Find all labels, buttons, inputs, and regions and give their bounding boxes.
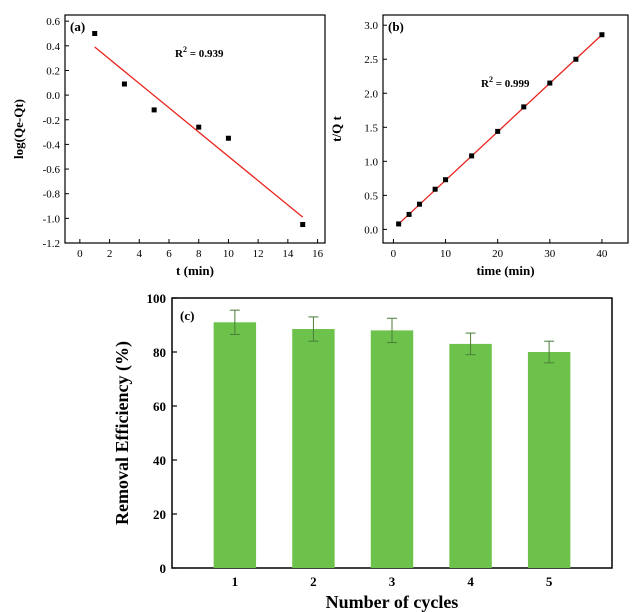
panel-c-y-axis-label: Removal Efficiency (%) (112, 341, 133, 525)
panel-a-kinetics-pseudo-first-order: (a) t (min) log(Qe-Qt) R2 = 0.939 0 2 4 6 8 1… (11, 14, 326, 278)
b-data-point (521, 104, 527, 110)
b-data-point (469, 153, 475, 159)
c-y-tick-label: 60 (153, 399, 166, 414)
c-y-tick-label: 100 (147, 291, 167, 306)
b-y-tick-label: 2.5 (364, 54, 378, 66)
a-fit-line (94, 46, 304, 218)
c-x-tick-label: 5 (546, 574, 553, 589)
b-data-point (599, 32, 605, 38)
c-y-tick-label: 20 (153, 507, 166, 522)
a-data-point (300, 222, 306, 228)
panel-a-r-squared-annotation: R2 = 0.939 (175, 45, 224, 60)
b-x-tick-label: 10 (440, 248, 452, 260)
b-y-tick-label: 0.5 (364, 190, 378, 202)
a-x-tick-label: 8 (196, 248, 202, 260)
a-x-tick-label: 2 (107, 248, 113, 260)
b-x-tick-label: 0 (391, 248, 397, 260)
c-x-tick-label: 3 (389, 574, 396, 589)
b-data-point (432, 186, 438, 192)
a-x-tick-label: 6 (166, 248, 172, 260)
a-y-tick-label: 0.6 (46, 16, 60, 28)
panel-c-recycling-bar-chart: (c) Number of cycles Removal Efficiency … (112, 291, 613, 612)
a-data-point (121, 81, 127, 87)
c-bar (370, 330, 414, 568)
b-x-tick-label: 30 (544, 248, 556, 260)
a-x-tick-label: 16 (312, 248, 324, 260)
panel-b-r-squared-annotation: R2 = 0.999 (481, 75, 530, 90)
panel-b-frame (382, 14, 629, 244)
a-data-point (196, 124, 202, 130)
panel-b-y-axis-label: t/Q t (329, 116, 344, 142)
c-bar (527, 352, 571, 568)
b-data-point (443, 177, 449, 183)
b-y-tick-label: 1.5 (364, 122, 378, 134)
panel-a-frame (64, 14, 326, 244)
b-data-point (547, 80, 553, 86)
panel-a-y-axis-label: log(Qe-Qt) (11, 99, 26, 159)
a-y-tick-label: -1.2 (43, 238, 60, 250)
c-bar (213, 322, 257, 568)
b-y-tick-label: 0.0 (364, 224, 378, 236)
b-data-point (416, 201, 422, 207)
a-y-tick-label: -0.4 (43, 139, 61, 151)
a-data-point (151, 107, 157, 113)
b-data-point (573, 56, 579, 62)
panel-c-x-axis-label: Number of cycles (326, 592, 459, 612)
a-x-tick-label: 12 (253, 248, 264, 260)
c-x-tick-label: 4 (467, 574, 474, 589)
panel-b-label: (b) (388, 19, 404, 34)
c-y-tick-label: 80 (153, 345, 166, 360)
a-y-tick-label: 0.0 (46, 90, 60, 102)
b-data-point (495, 128, 501, 134)
c-x-tick-label: 1 (232, 574, 239, 589)
a-y-tick-label: 0.4 (46, 41, 60, 53)
c-x-tick-label: 2 (310, 574, 317, 589)
b-y-tick-label: 2.0 (364, 88, 378, 100)
c-bar (449, 343, 492, 568)
a-x-tick-label: 4 (137, 248, 143, 260)
b-y-tick-label: 1.0 (364, 156, 378, 168)
panel-b-kinetics-pseudo-second-order: (b) time (min) t/Q t R2 = 0.999 0 10 20 30 4… (329, 14, 629, 278)
c-y-tick-label: 0 (160, 561, 167, 576)
b-fit-line (398, 34, 603, 225)
c-bar (292, 329, 335, 568)
a-data-point (225, 135, 231, 141)
b-x-tick-label: 20 (492, 248, 504, 260)
a-y-tick-label: -1.0 (43, 213, 61, 225)
b-data-point (396, 221, 402, 227)
panel-a-x-axis-label: t (min) (176, 263, 214, 278)
a-data-point (92, 30, 98, 36)
a-y-tick-label: -0.2 (43, 115, 60, 127)
a-y-tick-label: -0.6 (43, 164, 61, 176)
panel-c-label: (c) (180, 308, 194, 323)
a-x-tick-label: 10 (223, 248, 235, 260)
a-x-tick-label: 0 (77, 248, 83, 260)
b-y-tick-label: 3.0 (364, 20, 378, 32)
c-y-tick-label: 40 (153, 453, 166, 468)
a-y-tick-label: 0.2 (46, 65, 60, 77)
panel-b-x-axis-label: time (min) (476, 263, 534, 278)
b-data-point (406, 211, 412, 217)
panel-a-label: (a) (70, 19, 85, 34)
b-x-tick-label: 40 (596, 248, 608, 260)
a-y-tick-label: -0.8 (43, 189, 61, 201)
a-x-tick-label: 14 (282, 248, 294, 260)
